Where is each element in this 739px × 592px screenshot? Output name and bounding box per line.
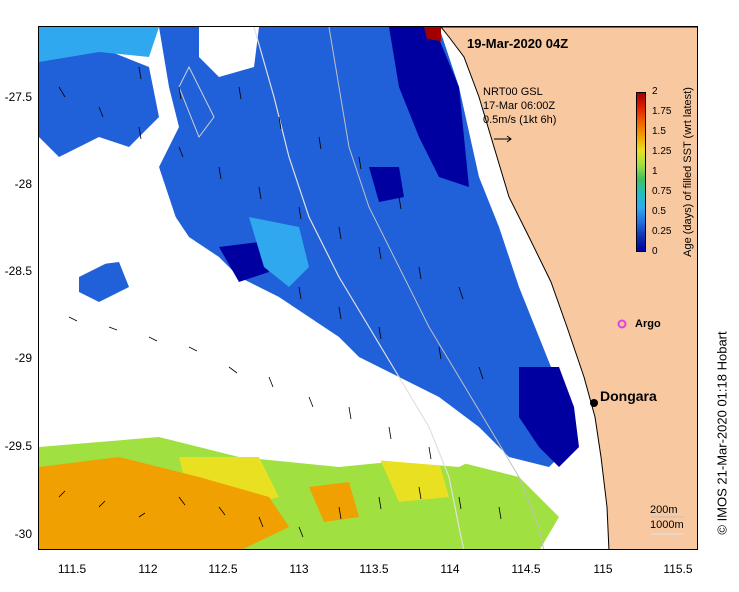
lon-tick-label: 112 bbox=[138, 562, 158, 576]
sst-patch-orange-mid bbox=[309, 482, 359, 522]
dongara-label: Dongara bbox=[600, 388, 657, 404]
colorbar-tick: 0.5 bbox=[652, 206, 666, 217]
sst-patch-orange bbox=[39, 457, 289, 549]
colorbar-tick: 2 bbox=[652, 86, 658, 97]
colorbar-tick: 1 bbox=[652, 166, 658, 177]
argo-label: Argo bbox=[635, 318, 661, 330]
isobath-1000m bbox=[253, 27, 465, 549]
isobath-deep bbox=[178, 65, 215, 139]
lat-tick-label: -30 bbox=[14, 527, 32, 541]
lon-tick-label: 111.5 bbox=[57, 562, 87, 576]
sst-patch-medium-blue bbox=[159, 27, 569, 467]
sst-patch-navy-mid bbox=[369, 167, 404, 202]
lon-tick-label: 112.5 bbox=[208, 562, 238, 576]
vector-scale-arrow bbox=[494, 135, 512, 143]
no-data-gap-3 bbox=[199, 27, 259, 77]
sst-patch-lightblue-mid bbox=[249, 217, 309, 287]
map-frame bbox=[38, 26, 698, 550]
colorbar-tick: 1.5 bbox=[652, 126, 666, 137]
lat-tick-label: -27.5 bbox=[4, 90, 32, 104]
sst-patch-blue-west bbox=[39, 47, 159, 157]
colorbar-title: Age (days) of filled SST (wrt latest) bbox=[682, 87, 694, 257]
dongara-marker bbox=[590, 399, 598, 407]
isobath-200m bbox=[328, 27, 545, 549]
vector-scale-label: 0.5m/s (1kt 6h) bbox=[483, 114, 557, 126]
credit-label: © IMOS 21-Mar-2020 01:18 Hobart bbox=[714, 331, 730, 535]
isobath-label-1000m: 1000m bbox=[650, 519, 684, 531]
land-australia bbox=[440, 27, 697, 549]
current-vectors bbox=[58, 66, 502, 538]
sst-patch-red bbox=[424, 27, 441, 41]
lon-tick-label: 115 bbox=[593, 562, 613, 576]
sst-patch-blue-small bbox=[79, 262, 129, 302]
date-label: 19-Mar-2020 04Z bbox=[467, 36, 569, 51]
isobath-label-200m: 200m bbox=[650, 504, 678, 516]
lon-tick-label: 114.5 bbox=[511, 562, 541, 576]
sst-patch-navy-west bbox=[219, 242, 269, 282]
sst-patch-navy-south bbox=[519, 367, 579, 467]
lat-tick-label: -29 bbox=[14, 351, 32, 365]
lat-tick-label: -29.5 bbox=[4, 439, 32, 453]
sst-map bbox=[39, 27, 697, 549]
lon-tick-label: 113.5 bbox=[359, 562, 389, 576]
sst-patch-lightblue-west bbox=[39, 27, 159, 62]
sst-patch-yellow-east bbox=[379, 457, 449, 502]
lon-tick-label: 114 bbox=[440, 562, 460, 576]
colorbar-tick: 1.25 bbox=[652, 146, 672, 157]
no-data-gap-1 bbox=[39, 157, 179, 277]
colorbar-tick: 1.75 bbox=[652, 106, 672, 117]
vector-title-line1: NRT00 GSL bbox=[483, 86, 543, 98]
lat-tick-label: -28.5 bbox=[4, 264, 32, 278]
sst-patch-navy-coastal bbox=[389, 27, 469, 187]
lon-tick-label: 115.5 bbox=[663, 562, 693, 576]
lat-tick-label: -28 bbox=[14, 177, 32, 191]
vector-title-line2: 17-Mar 06:00Z bbox=[483, 100, 556, 112]
colorbar-tick: 0 bbox=[652, 246, 658, 257]
colorbar-tick: 0.75 bbox=[652, 186, 672, 197]
vector-title: NRT00 GSL 17-Mar 06:00Z 0.5m/s (1kt 6h) bbox=[483, 85, 556, 127]
lon-tick-label: 113 bbox=[289, 562, 309, 576]
colorbar-tick: 0.25 bbox=[652, 226, 672, 237]
argo-marker bbox=[617, 319, 627, 329]
colorbar bbox=[636, 92, 646, 252]
